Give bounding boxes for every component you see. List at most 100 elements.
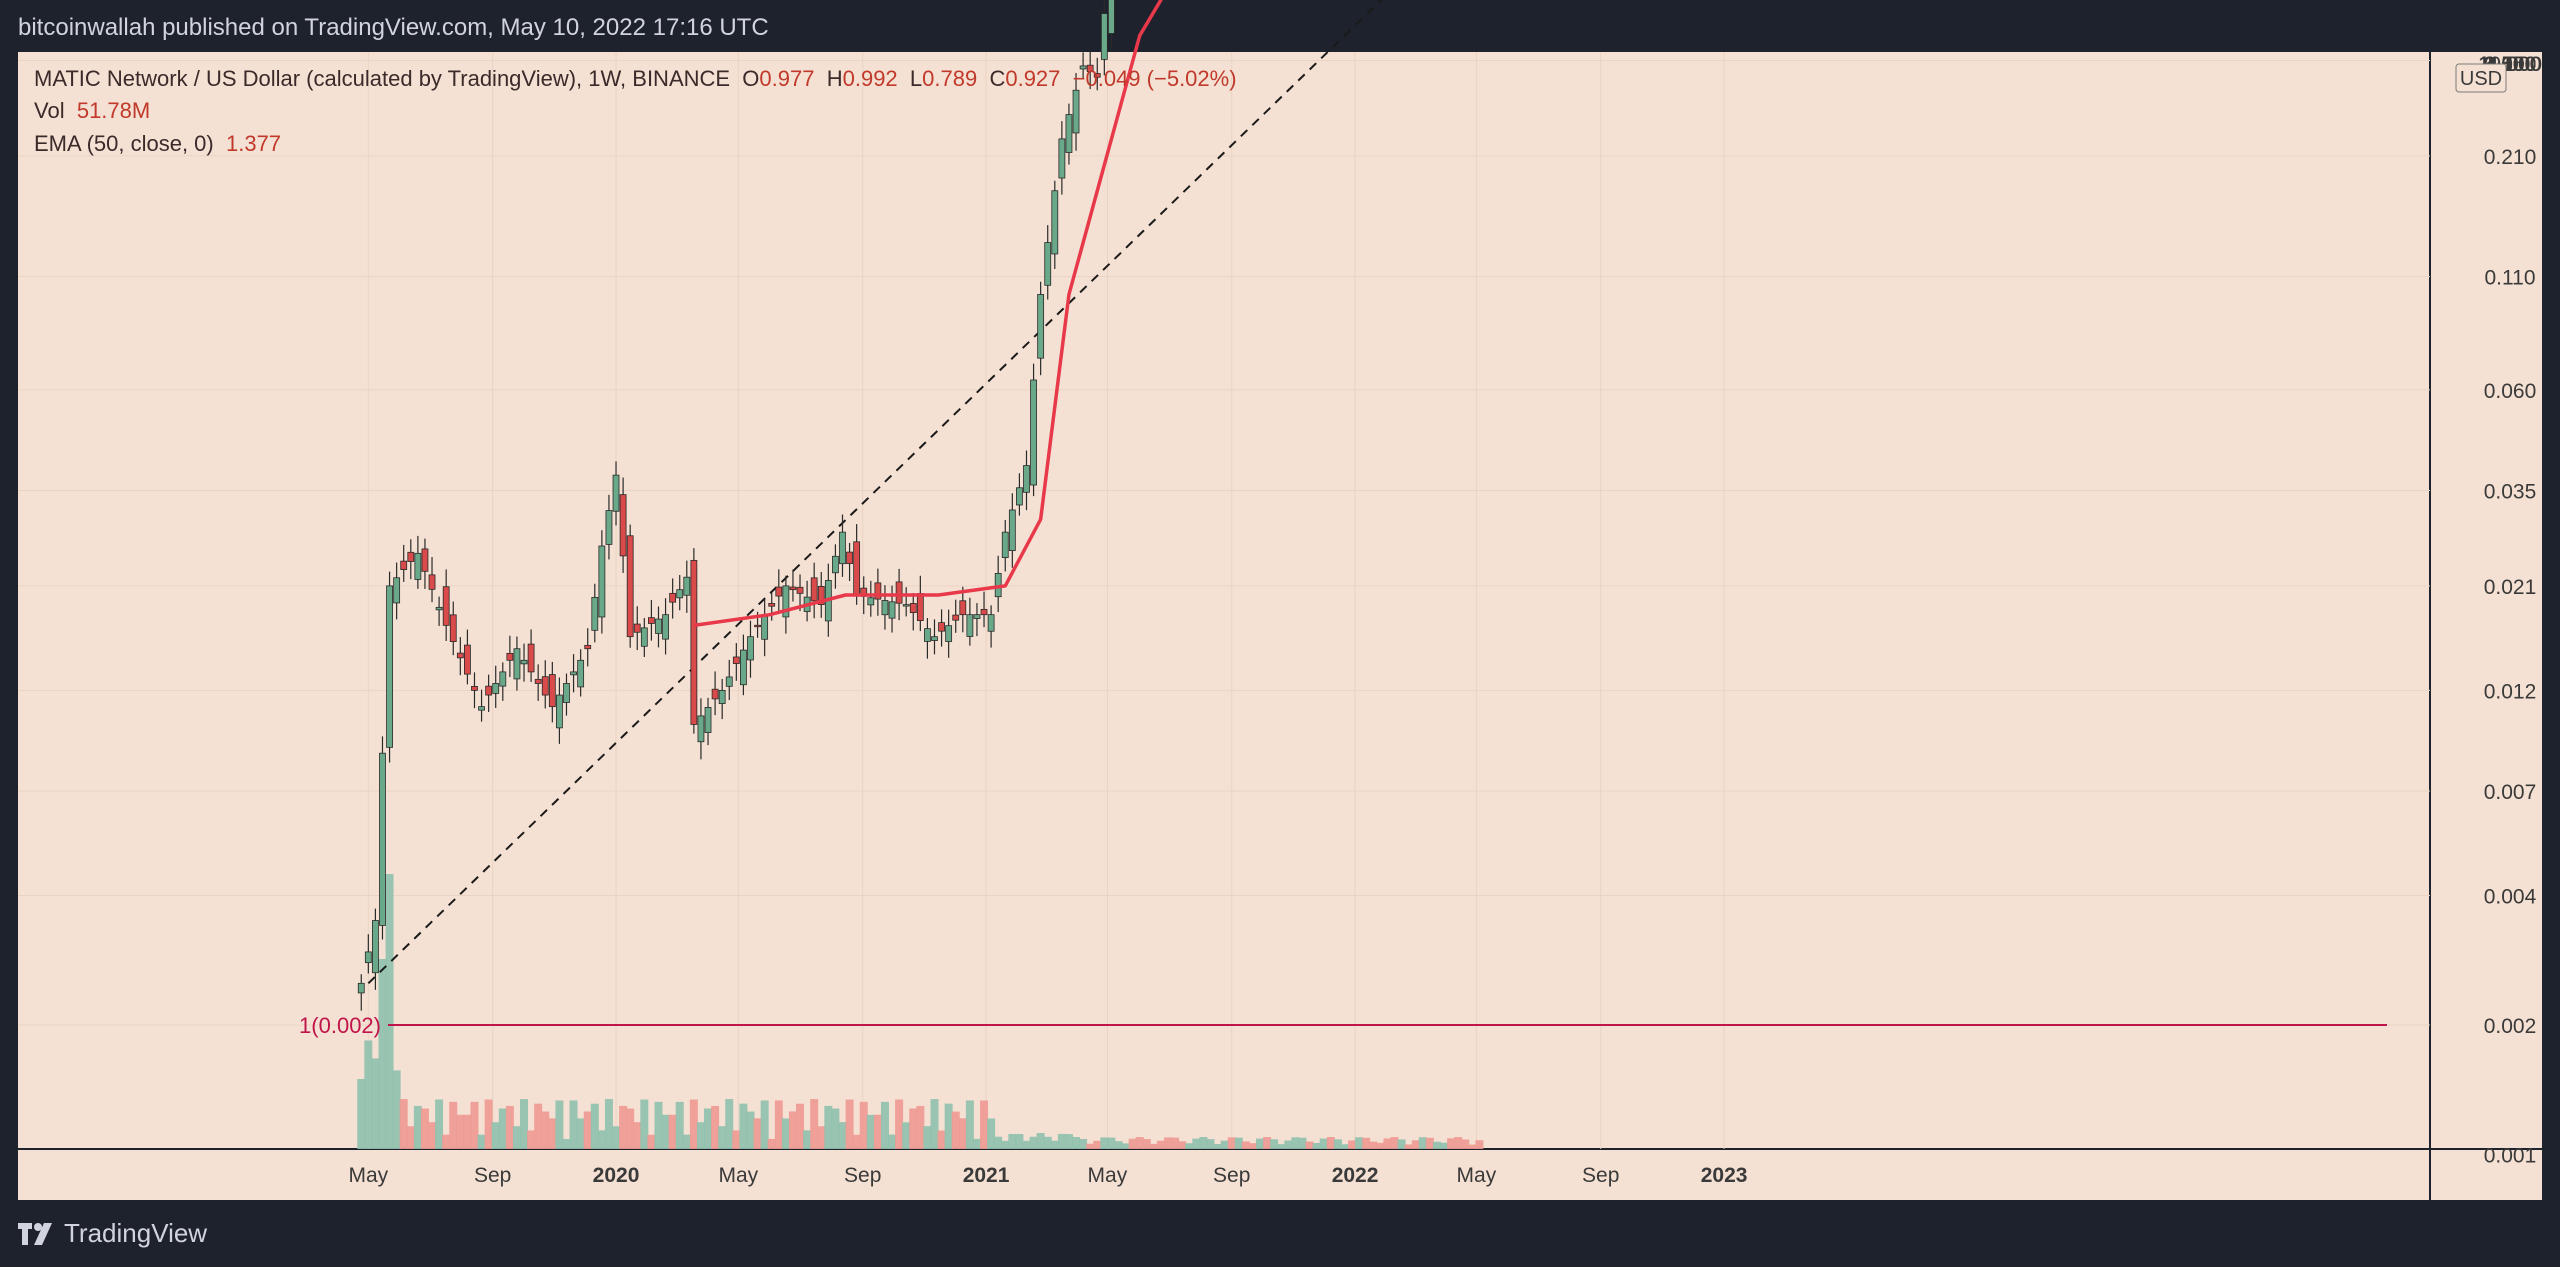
volume-bar [1121,1143,1130,1149]
price-axis-tick: 0.012 [2484,680,2537,703]
candle-body [485,685,493,696]
volume-bars [357,874,1484,1149]
volume-bar [520,1099,529,1149]
volume-bar [1128,1138,1137,1149]
time-axis-tick: May [719,1164,759,1187]
candle-body [527,643,535,673]
candle-body [640,627,648,647]
price-axis-tick: 0.002 [2484,1015,2537,1038]
legend-high: 0.992 [842,66,898,91]
candle-body [428,574,436,590]
volume-bar [1135,1137,1144,1149]
legend-change: −0.049 (−5.02%) [1072,66,1237,91]
volume-bar [1298,1137,1307,1149]
candle-body [782,585,790,618]
volume-bar [583,1111,592,1149]
candle-body [761,615,769,640]
volume-bar [1248,1143,1257,1149]
candle-body [959,600,967,616]
candle-body [534,678,542,684]
volume-bar [456,1114,465,1149]
volume-bar [994,1136,1003,1149]
volume-bar [1397,1139,1406,1149]
ema-polyline [693,0,1163,628]
candle-body [924,628,931,642]
time-axis-tick: 2023 [1701,1164,1748,1187]
volume-bar [796,1103,805,1149]
volume-bar [803,1130,812,1149]
volume-bar [1227,1137,1236,1149]
candle-body [386,585,393,748]
volume-bar [562,1138,571,1149]
candle-body [725,676,733,687]
volume-bar [1270,1139,1279,1149]
price-axis-tick: 0.035 [2484,480,2537,503]
volume-bar [1164,1137,1173,1149]
candle-body [456,652,464,659]
volume-bar [1461,1139,1470,1149]
candle-body [796,586,804,594]
volume-bar [767,1138,776,1149]
volume-bar [548,1118,557,1149]
volume-bar [406,1126,415,1149]
volume-bar [527,1130,536,1149]
volume-bar [965,1100,974,1149]
volume-bar [463,1114,472,1149]
volume-bar [1404,1144,1413,1149]
candle-body [895,581,903,604]
volume-bar [378,959,387,1149]
candle-body [697,715,705,743]
price-axis-background[interactable] [2430,52,2542,1200]
candle-body [379,752,386,926]
tradingview-logo-icon [18,1222,52,1245]
volume-bar [1312,1143,1321,1149]
candle-body [909,603,917,614]
volume-bar [980,1100,989,1149]
legend-ema: EMA (50, close, 0) 1.377 [34,131,281,157]
candle-body [839,531,846,565]
candle-body [407,551,415,562]
price-axis-tick: 0.060 [2484,380,2537,403]
candle-body [393,577,401,604]
candle-body [1093,73,1101,78]
candle-body [732,656,740,664]
candle-body [577,659,585,688]
volume-bar [1383,1138,1392,1149]
volume-bar [753,1118,762,1149]
volume-bar [1107,1137,1116,1149]
candle-body [591,596,599,631]
volume-bar [505,1105,514,1149]
volume-bar [1220,1140,1229,1149]
volume-bar [1376,1142,1385,1149]
candle-body [1001,531,1009,558]
candle-body [1008,509,1016,552]
candle-body [442,586,450,626]
volume-bar [576,1118,585,1149]
candle-body [952,614,960,621]
volume-bar [845,1099,854,1149]
candle-body [492,683,500,694]
volume-bar [534,1103,543,1149]
volume-bar [951,1111,960,1149]
volume-bar [364,1040,373,1149]
candles [357,0,1115,1011]
volume-bar [1475,1140,1484,1149]
volume-bar [1178,1141,1187,1149]
candle-body [612,474,620,512]
volume-bar [1050,1140,1059,1149]
time-axis-tick: Sep [1213,1164,1250,1187]
volume-bar [498,1108,507,1149]
legend-low: 0.789 [922,66,978,91]
candle-body [633,623,641,633]
candle-body [478,706,485,711]
candle-body [683,576,691,596]
volume-bar [1362,1137,1371,1149]
candle-body [662,614,669,640]
candle-body [980,608,988,616]
volume-bar [1340,1144,1349,1149]
tradingview-logo[interactable]: TradingView [18,1218,207,1249]
candle-body [598,545,606,618]
volume-bar [1454,1137,1463,1149]
volume-bar [1369,1141,1378,1149]
